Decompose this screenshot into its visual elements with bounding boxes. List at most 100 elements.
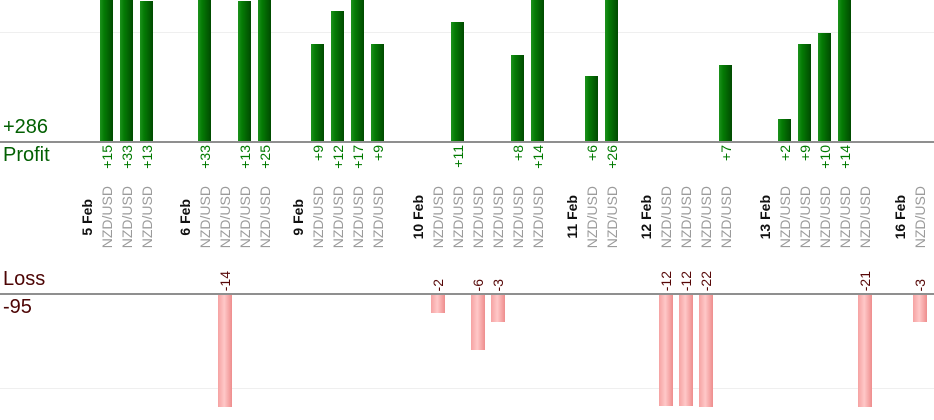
profit-value-text: +33 <box>197 145 213 169</box>
symbol-label: NZD/USD <box>139 185 155 249</box>
loss-value-label: -12 <box>678 271 694 291</box>
profit-value-label: +25 <box>257 145 273 169</box>
loss-bar <box>471 294 485 350</box>
profit-bar <box>258 0 271 141</box>
profit-value-text: +13 <box>139 145 155 169</box>
profit-value-label: +2 <box>777 145 793 161</box>
profit-value-text: +17 <box>350 145 366 169</box>
date-label-col: 5 Feb <box>77 184 97 250</box>
symbol-label-col: NZD/USD <box>508 184 528 250</box>
loss-bar <box>491 294 505 322</box>
profit-value-label: +9 <box>310 145 326 161</box>
loss-value-text: -21 <box>857 270 873 291</box>
loss-value-text: -3 <box>912 278 928 291</box>
date-label-col: 12 Feb <box>636 184 656 250</box>
date-label: 10 Feb <box>410 194 426 240</box>
profit-bar <box>140 1 153 141</box>
loss-bar <box>218 294 232 407</box>
loss-axis-label: Loss <box>3 268 46 290</box>
profit-axis-label: Profit <box>3 144 50 166</box>
profit-value-label: +11 <box>450 145 466 168</box>
profit-value-text: +14 <box>530 145 546 169</box>
symbol-label-col: NZD/USD <box>448 184 468 250</box>
profit-bar <box>585 76 598 141</box>
symbol-label: NZD/USD <box>310 185 326 249</box>
profit-value-text: +25 <box>257 145 273 169</box>
symbol-label-col: NZD/USD <box>528 184 548 250</box>
date-label: 11 Feb <box>564 195 580 239</box>
profit-value-label: +7 <box>718 145 734 161</box>
symbol-label-col: NZD/USD <box>835 184 855 250</box>
profit-bar <box>238 1 251 141</box>
loss-value-label: -2 <box>430 279 446 291</box>
symbol-label: NZD/USD <box>912 185 928 249</box>
profit-value-label: +26 <box>604 145 620 169</box>
profit-bar <box>511 55 524 141</box>
profit-value-text: +9 <box>310 145 326 161</box>
profit-bar <box>719 65 732 141</box>
loss-bar <box>913 294 927 322</box>
symbol-label: NZD/USD <box>237 185 253 249</box>
profit-value-text: +7 <box>718 145 734 161</box>
symbol-label-col: NZD/USD <box>696 184 716 250</box>
profit-value-label: +13 <box>139 145 155 169</box>
symbol-label-col: NZD/USD <box>308 184 328 250</box>
profit-value-text: +11 <box>450 145 466 168</box>
profit-gridline-plus10 <box>0 32 934 33</box>
loss-value-text: -14 <box>217 270 233 291</box>
profit-axis-line <box>0 141 934 143</box>
loss-total: -95 <box>3 296 32 318</box>
profit-value-label: +17 <box>350 145 366 169</box>
symbol-label: NZD/USD <box>678 185 694 249</box>
profit-bar <box>198 0 211 141</box>
date-label: 12 Feb <box>638 194 654 240</box>
symbol-label: NZD/USD <box>604 185 620 249</box>
profit-bar <box>605 0 618 141</box>
symbol-label: NZD/USD <box>837 185 853 249</box>
date-label-col: 9 Feb <box>288 184 308 250</box>
symbol-label-col: NZD/USD <box>855 184 875 250</box>
profit-value-text: +8 <box>510 145 526 161</box>
profit-value-text: +15 <box>99 145 115 169</box>
loss-bar <box>659 294 673 406</box>
symbol-label-col: NZD/USD <box>716 184 736 250</box>
symbol-label-col: NZD/USD <box>428 184 448 250</box>
symbol-label-col: NZD/USD <box>215 184 235 250</box>
symbol-label: NZD/USD <box>490 185 506 249</box>
profit-value-label: +33 <box>197 145 213 169</box>
date-label-col: 11 Feb <box>562 184 582 250</box>
symbol-label-col: NZD/USD <box>348 184 368 250</box>
date-label: 9 Feb <box>290 198 306 236</box>
date-label-col: 16 Feb <box>890 184 910 250</box>
profit-value-text: +12 <box>330 145 346 169</box>
profit-bar <box>311 44 324 141</box>
loss-value-text: -22 <box>698 270 714 291</box>
profit-value-text: +33 <box>119 145 135 169</box>
loss-bar <box>858 294 872 407</box>
symbol-label: NZD/USD <box>450 185 466 249</box>
symbol-label: NZD/USD <box>119 185 135 249</box>
profit-value-label: +12 <box>330 145 346 169</box>
loss-bar <box>679 294 693 406</box>
profit-bar <box>531 0 544 141</box>
loss-value-label: -6 <box>470 279 486 291</box>
loss-gridline-minus10 <box>0 388 934 389</box>
symbol-label: NZD/USD <box>370 185 386 249</box>
symbol-label-col: NZD/USD <box>328 184 348 250</box>
date-label-col: 6 Feb <box>175 184 195 250</box>
symbol-label-col: NZD/USD <box>195 184 215 250</box>
profit-value-label: +9 <box>370 145 386 161</box>
profit-bar <box>451 22 464 141</box>
symbol-label-col: NZD/USD <box>910 184 930 250</box>
loss-axis-line <box>0 293 934 295</box>
profit-bar <box>371 44 384 141</box>
profit-bar <box>100 0 113 141</box>
symbol-label-col: NZD/USD <box>235 184 255 250</box>
profit-bar <box>838 0 851 141</box>
date-label: 13 Feb <box>757 194 773 240</box>
symbol-label-col: NZD/USD <box>137 184 157 250</box>
symbol-label: NZD/USD <box>658 185 674 249</box>
profit-total: +286 <box>3 116 49 138</box>
profit-value-label: +10 <box>817 145 833 169</box>
profit-bar <box>331 11 344 141</box>
